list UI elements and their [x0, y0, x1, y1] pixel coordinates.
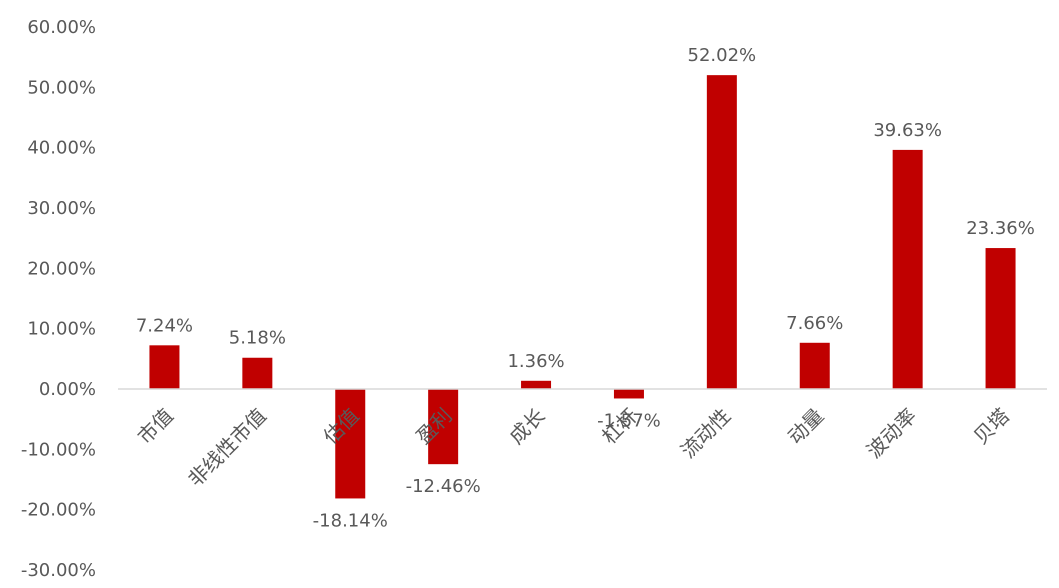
- bar: [613, 389, 644, 399]
- bar: [892, 149, 923, 389]
- y-tick-label: 60.00%: [27, 17, 96, 38]
- y-tick-label: 50.00%: [27, 77, 96, 98]
- x-tick-label: 流动性: [676, 404, 735, 463]
- bar: [985, 248, 1016, 389]
- data-label: 7.66%: [786, 313, 843, 334]
- bar: [521, 380, 552, 389]
- data-label: 5.18%: [229, 328, 286, 349]
- data-label: 1.36%: [507, 351, 564, 372]
- y-tick-label: 20.00%: [27, 258, 96, 279]
- bar: [149, 345, 180, 389]
- y-axis: 60.00% 50.00% 40.00% 30.00% 20.00% 10.00% 0.00…: [21, 17, 96, 581]
- x-tick-label: 动量: [783, 404, 828, 449]
- y-tick-label: -10.00%: [21, 439, 96, 460]
- data-label: -18.14%: [313, 510, 388, 531]
- data-label: 23.36%: [966, 218, 1035, 239]
- bars: [149, 75, 1016, 499]
- data-label: -1.57%: [597, 410, 661, 431]
- x-tick-label: 波动率: [862, 404, 921, 463]
- bar: [706, 75, 737, 389]
- y-tick-label: 10.00%: [27, 319, 96, 340]
- data-labels: 7.24% 5.18% -18.14% -12.46% 1.36% -1.57% 52.02…: [136, 45, 1035, 531]
- x-tick-label: 贝塔: [969, 404, 1014, 449]
- bar: [428, 389, 459, 465]
- data-label: -12.46%: [406, 476, 481, 497]
- data-label: 39.63%: [873, 120, 942, 141]
- y-tick-label: -20.00%: [21, 500, 96, 521]
- y-tick-label: -30.00%: [21, 560, 96, 581]
- data-label: 52.02%: [688, 45, 757, 66]
- data-label: 7.24%: [136, 315, 193, 336]
- y-tick-label: 0.00%: [39, 379, 96, 400]
- y-tick-label: 40.00%: [27, 138, 96, 159]
- bar: [799, 342, 830, 389]
- x-tick-label: 成长: [504, 404, 549, 449]
- bar: [335, 389, 366, 499]
- x-axis-labels: 市值 非线性市值 估值 盈利 成长 杠杆 流动性 动量 波动率 贝塔: [133, 404, 1014, 492]
- x-tick-label: 市值: [133, 404, 178, 449]
- y-tick-label: 30.00%: [27, 198, 96, 219]
- x-tick-label: 非线性市值: [183, 404, 271, 492]
- bar: [242, 357, 273, 389]
